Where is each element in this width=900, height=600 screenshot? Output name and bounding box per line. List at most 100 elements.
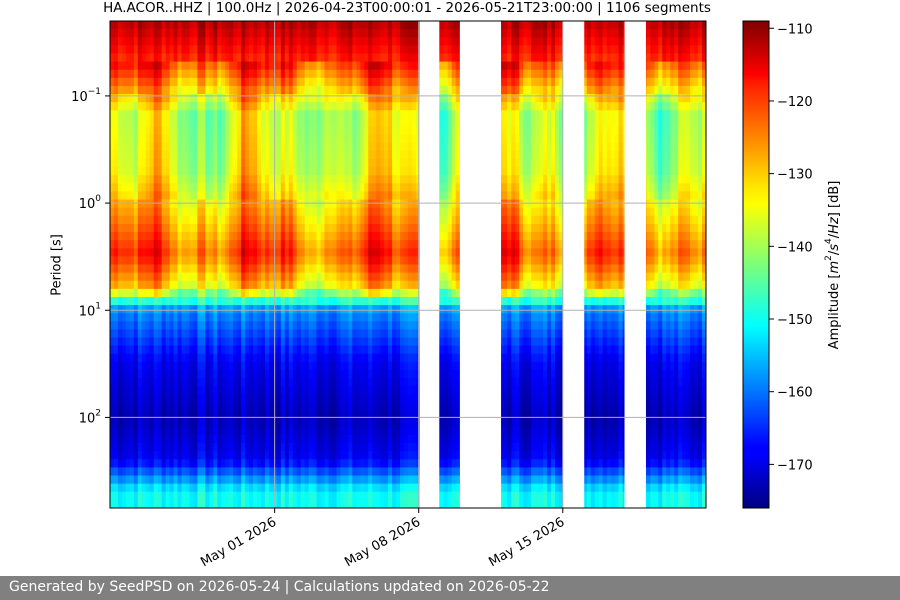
heatmap-cell [400,183,405,192]
heatmap-cell [304,491,310,501]
heatmap-cell [376,426,381,436]
heatmap-cell [121,353,127,363]
heatmap-cell [110,248,115,257]
heatmap-cell [439,21,445,30]
heatmap-cell [316,378,321,387]
heatmap-cell [129,402,135,411]
heatmap-cell [352,175,357,184]
heatmap-cell [153,232,159,241]
heatmap-cell [241,126,246,136]
heatmap-cell [340,126,345,136]
heatmap-cell [284,69,290,79]
heatmap-cell [404,475,409,485]
heatmap-cell [253,183,258,192]
heatmap-cell [308,126,314,136]
heatmap-cell [356,142,361,152]
heatmap-cell [404,272,409,282]
heatmap-cell [392,443,397,452]
heatmap-cell [328,37,333,46]
heatmap-cell [372,305,377,314]
heatmap-cell [384,280,389,290]
heatmap-cell [308,329,314,338]
heatmap-cell [384,126,389,136]
heatmap-cell [181,451,186,460]
heatmap-cell [141,126,147,136]
heatmap-cell [384,394,389,403]
heatmap-cell [404,499,409,508]
heatmap-cell [233,491,238,501]
heatmap-cell [189,386,194,395]
heatmap-cell [384,499,389,508]
heatmap-cell [368,296,373,306]
heatmap-cell [177,69,182,79]
heatmap-cell [332,370,337,379]
heatmap-cell [384,134,389,144]
heatmap-cell [268,248,274,257]
heatmap-cell [288,337,294,347]
heatmap-cell [352,110,357,119]
heatmap-cell [257,296,262,306]
heatmap-cell [129,499,135,508]
heatmap-cell [320,296,325,306]
heatmap-cell [380,223,385,233]
heatmap-cell [380,183,385,192]
heatmap-cell [316,443,321,452]
heatmap-cell [237,110,242,119]
heatmap-cell [149,329,155,338]
heatmap-cell [260,37,266,46]
heatmap-cell [193,85,198,95]
heatmap-cell [137,264,143,274]
heatmap-cell [340,167,345,176]
heatmap-cell [133,37,139,46]
heatmap-cell [260,167,266,176]
heatmap-cell [193,45,198,54]
heatmap-cell [260,61,266,71]
heatmap-cell [193,499,198,508]
heatmap-cell [344,467,349,476]
heatmap-cell [364,167,369,176]
heatmap-cell [161,142,167,152]
heatmap-cell [308,53,314,62]
heatmap-cell [260,313,266,322]
heatmap-cell [415,475,421,485]
heatmap-cell [320,256,325,265]
heatmap-cell [439,134,445,144]
heatmap-cell [296,451,302,460]
heatmap-cell [189,483,194,493]
heatmap-cell [205,110,210,119]
heatmap-cell [193,150,198,160]
heatmap-cell [193,199,198,209]
heatmap-cell [288,215,294,225]
heatmap-cell [304,102,310,111]
heatmap-cell [237,175,242,184]
heatmap-cell [356,426,361,436]
heatmap-cell [328,102,333,111]
heatmap-cell [189,215,194,225]
heatmap-cell [209,394,214,403]
heatmap-cell [121,248,127,257]
heatmap-cell [344,175,349,184]
heatmap-cell [320,248,325,257]
heatmap-cell [113,183,119,192]
heatmap-cell [177,183,182,192]
heatmap-cell [165,337,170,347]
heatmap-cell [260,118,266,127]
heatmap-cell [121,175,127,184]
heatmap-cell [280,77,286,87]
heatmap-cell [121,491,127,501]
heatmap-cell [344,102,349,111]
heatmap-cell [185,337,190,347]
heatmap-cell [320,410,325,420]
heatmap-cell [173,499,178,508]
heatmap-cell [113,69,119,79]
heatmap-cell [157,288,163,298]
heatmap-cell [117,361,123,371]
heatmap-cell [288,110,294,119]
heatmap-cell [149,402,155,411]
heatmap-cell [400,256,405,265]
heatmap-cell [384,378,389,387]
heatmap-cell [356,296,361,306]
heatmap-cell [415,361,421,371]
heatmap-cell [352,118,357,127]
heatmap-cell [125,264,131,274]
